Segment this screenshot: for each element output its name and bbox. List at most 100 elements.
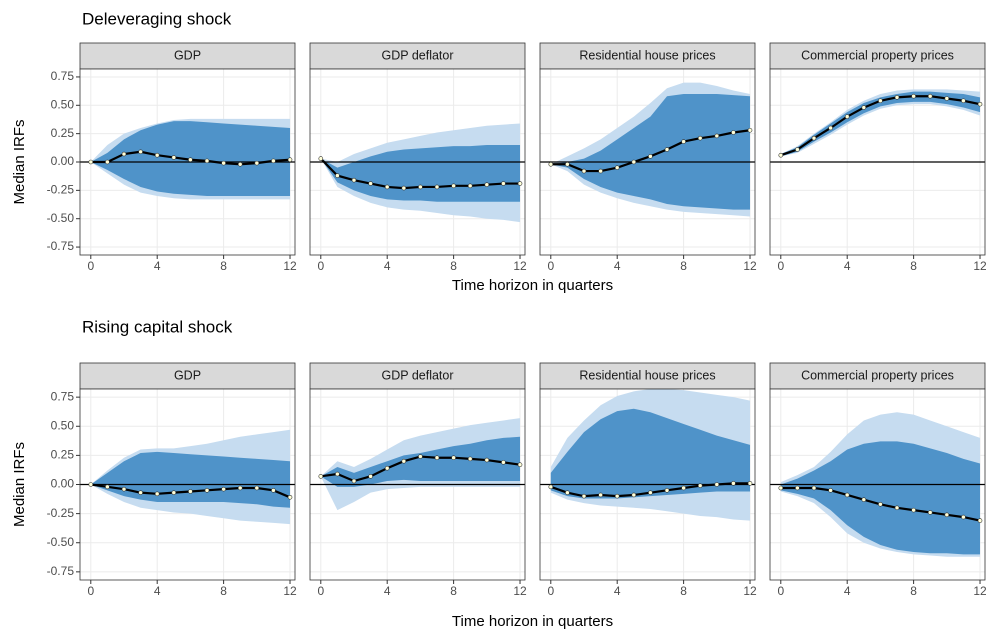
median-point bbox=[648, 154, 653, 159]
strip bbox=[309, 362, 526, 390]
panel-plot bbox=[80, 389, 295, 580]
median-point bbox=[795, 485, 800, 491]
facet-title: Residential house prices bbox=[579, 48, 715, 62]
panel-plot bbox=[770, 389, 985, 580]
median-point bbox=[747, 127, 753, 133]
x-tick-label: 0 bbox=[547, 259, 554, 273]
median-point bbox=[844, 492, 850, 498]
strip bbox=[769, 42, 986, 70]
strip bbox=[79, 42, 296, 70]
x-tick-label: 12 bbox=[513, 584, 527, 598]
panel-plot bbox=[770, 69, 985, 255]
median-point bbox=[944, 96, 950, 101]
x-tick-label: 12 bbox=[743, 584, 757, 598]
x-tick-label: 12 bbox=[283, 259, 297, 273]
median-point bbox=[384, 465, 390, 471]
median-point bbox=[778, 152, 784, 158]
x-tick-label: 8 bbox=[910, 584, 917, 598]
panel-border bbox=[309, 68, 526, 256]
median-point bbox=[105, 484, 110, 490]
x-axis-label: Time horizon in quarters bbox=[452, 613, 613, 630]
median-point bbox=[861, 105, 867, 110]
median-point bbox=[204, 158, 210, 164]
median-point bbox=[418, 184, 423, 190]
median-point bbox=[614, 493, 620, 499]
panel-plot bbox=[540, 69, 755, 255]
x-tick-label: 0 bbox=[317, 584, 324, 598]
panel-plot bbox=[310, 389, 525, 580]
median-point bbox=[878, 98, 883, 104]
median-point bbox=[287, 495, 293, 500]
x-tick-label: 8 bbox=[910, 259, 917, 273]
y-axis-label: Median IRFs bbox=[11, 119, 28, 204]
median-point bbox=[631, 492, 637, 498]
median-point bbox=[467, 183, 473, 189]
row-title: Deleveraging shock bbox=[82, 9, 232, 28]
facet-title: Residential house prices bbox=[579, 368, 715, 382]
median-point bbox=[878, 501, 883, 507]
median-point bbox=[565, 490, 570, 495]
median-point bbox=[351, 177, 357, 183]
x-tick-label: 8 bbox=[680, 584, 687, 598]
median-point bbox=[105, 159, 110, 165]
median-point bbox=[188, 157, 193, 163]
median-point bbox=[664, 147, 670, 152]
row-title: Rising capital shock bbox=[82, 317, 233, 336]
median-point bbox=[944, 512, 950, 518]
x-tick-label: 4 bbox=[384, 259, 391, 273]
median-point bbox=[221, 160, 226, 166]
y-tick-label: 0.00 bbox=[51, 477, 75, 491]
facet-title: Commercial property prices bbox=[801, 368, 954, 382]
median-point bbox=[384, 184, 390, 190]
x-tick-label: 4 bbox=[614, 584, 621, 598]
median-point bbox=[714, 482, 720, 487]
median-point bbox=[88, 482, 94, 487]
x-tick-label: 0 bbox=[777, 259, 784, 273]
x-tick-label: 12 bbox=[513, 259, 527, 273]
median-point bbox=[747, 481, 753, 486]
median-point bbox=[811, 135, 817, 141]
y-tick-label: -0.75 bbox=[47, 564, 75, 578]
x-tick-label: 4 bbox=[844, 259, 851, 273]
median-point bbox=[581, 493, 587, 499]
median-point bbox=[714, 133, 720, 139]
y-tick-label: 0.00 bbox=[51, 154, 75, 168]
median-point bbox=[565, 161, 570, 167]
median-point bbox=[977, 518, 983, 523]
x-tick-label: 8 bbox=[450, 259, 457, 273]
x-tick-label: 0 bbox=[317, 259, 324, 273]
median-point bbox=[811, 485, 817, 491]
median-point bbox=[434, 184, 440, 190]
panel-plot bbox=[540, 389, 755, 580]
x-tick-label: 4 bbox=[384, 584, 391, 598]
band bbox=[550, 93, 751, 210]
x-tick-label: 12 bbox=[283, 584, 297, 598]
median-point bbox=[171, 155, 177, 160]
median-point bbox=[927, 510, 933, 515]
median-point bbox=[451, 183, 456, 189]
panel-plot bbox=[80, 69, 295, 255]
panel-border bbox=[539, 388, 756, 581]
facet-title: GDP bbox=[174, 368, 201, 382]
median-point bbox=[221, 486, 226, 492]
median-point bbox=[271, 158, 276, 164]
median-point bbox=[664, 488, 670, 493]
panel-border bbox=[769, 68, 986, 256]
strip bbox=[79, 362, 296, 390]
x-tick-label: 4 bbox=[154, 259, 161, 273]
median-point bbox=[795, 147, 800, 152]
x-tick-label: 4 bbox=[844, 584, 851, 598]
x-tick-label: 8 bbox=[220, 259, 227, 273]
median-point bbox=[418, 454, 423, 459]
median-point bbox=[401, 185, 407, 191]
median-point bbox=[318, 474, 324, 479]
y-tick-label: -0.25 bbox=[47, 506, 75, 520]
y-tick-label: 0.50 bbox=[51, 418, 75, 432]
x-axis-label: Time horizon in quarters bbox=[452, 277, 613, 294]
median-point bbox=[911, 93, 916, 99]
median-point bbox=[648, 490, 653, 495]
median-point bbox=[894, 95, 900, 100]
median-point bbox=[844, 114, 850, 119]
strip bbox=[769, 362, 986, 390]
median-point bbox=[631, 159, 637, 165]
